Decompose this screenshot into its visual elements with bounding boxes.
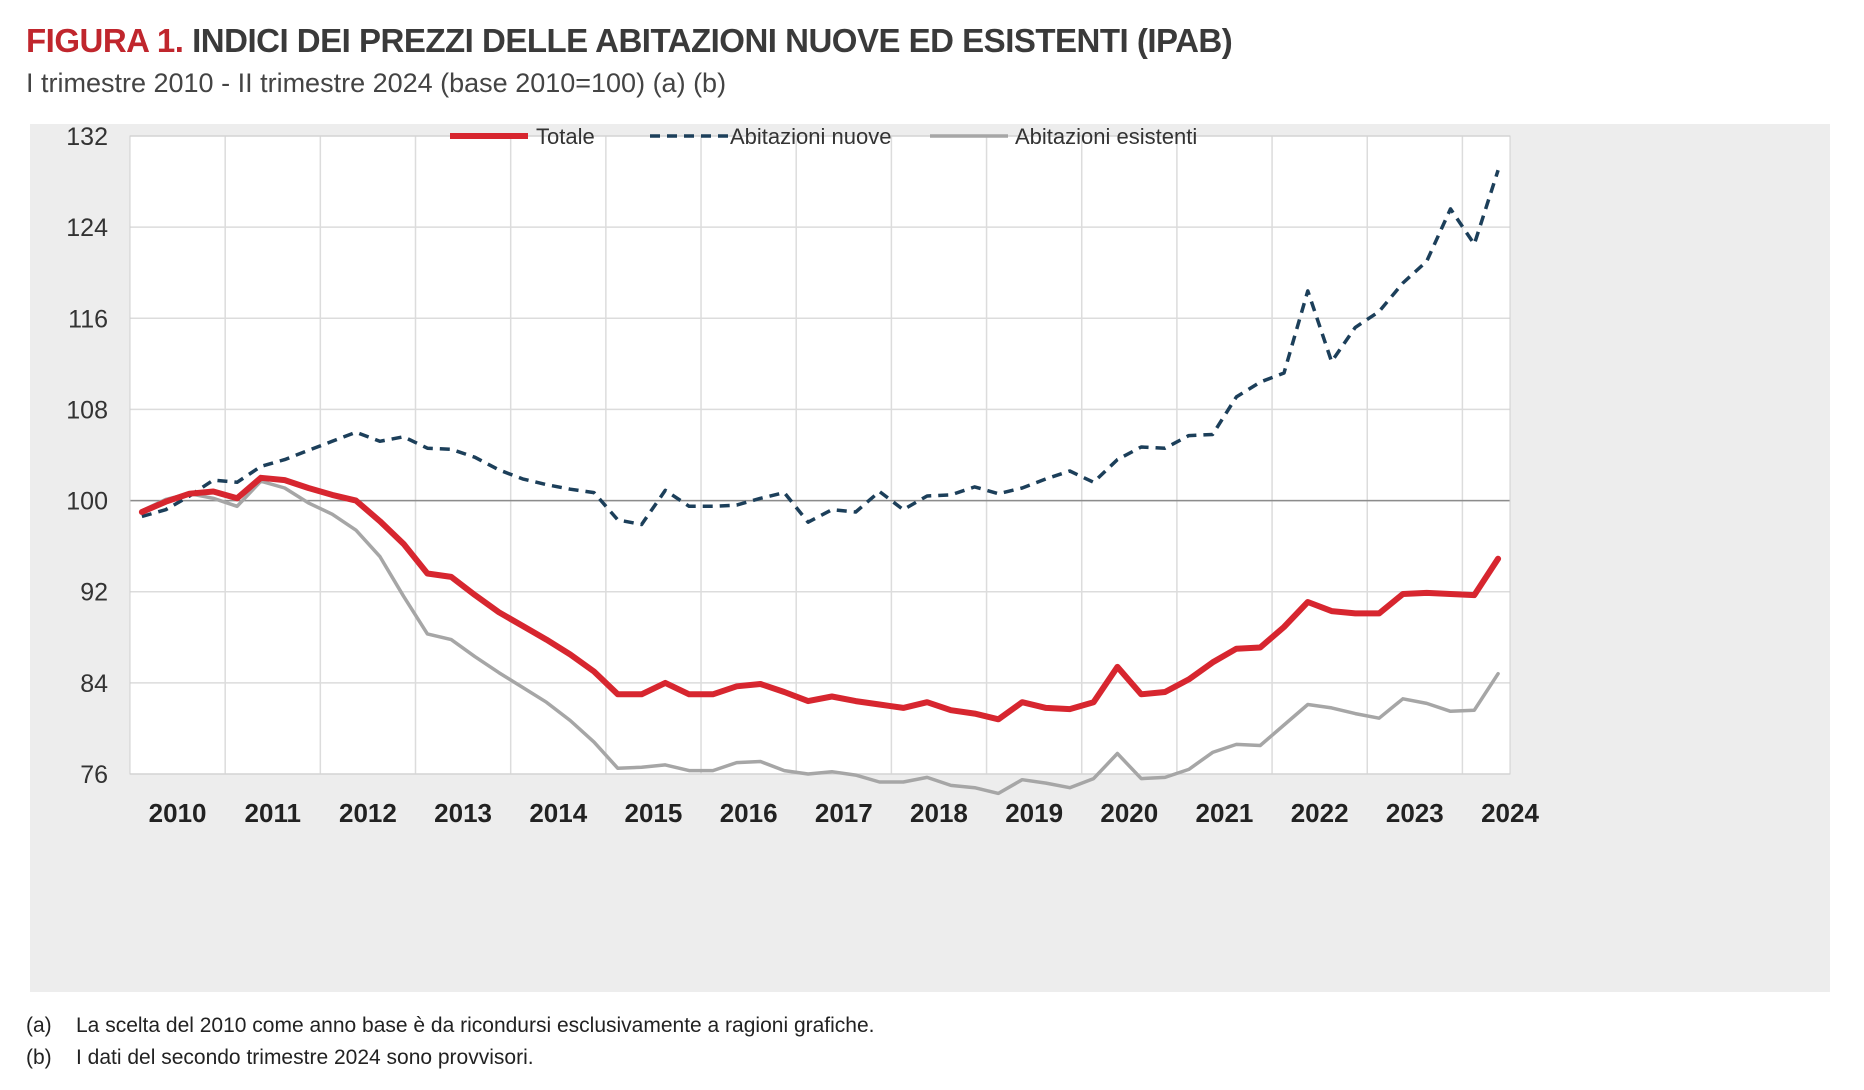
figure-label: FIGURA 1. <box>26 22 184 59</box>
legend-nuove-label: Abitazioni nuove <box>730 124 891 149</box>
x-tick-label: 2019 <box>1005 798 1063 828</box>
x-tick-label: 2017 <box>815 798 873 828</box>
line-chart: 76 84 92 100 108 116 124 132 2010 2011 2012 2013 201… <box>66 124 1539 828</box>
y-tick-label: 84 <box>80 670 108 698</box>
x-tick-label: 2014 <box>529 798 587 828</box>
footnote-b-text: I dati del secondo trimestre 2024 sono p… <box>76 1046 534 1069</box>
chart-subtitle: I trimestre 2010 - II trimestre 2024 (ba… <box>26 68 727 98</box>
x-tick-label: 2012 <box>339 798 397 828</box>
x-tick-label: 2015 <box>625 798 683 828</box>
x-tick-label: 2024 <box>1481 798 1539 828</box>
y-tick-label: 124 <box>66 214 108 242</box>
y-tick-label: 132 <box>66 124 108 151</box>
legend-esistenti-label: Abitazioni esistenti <box>1015 124 1197 149</box>
footnotes: (a) La scelta del 2010 come anno base è … <box>26 1010 874 1074</box>
footnote-a-text: La scelta del 2010 come anno base è da r… <box>76 1014 875 1037</box>
footnote-a-key: (a) <box>26 1014 52 1037</box>
y-tick-label: 76 <box>80 761 108 789</box>
footnote-b-key: (b) <box>26 1046 52 1069</box>
y-tick-label: 92 <box>80 579 108 607</box>
legend-totale-label: Totale <box>536 124 595 149</box>
x-tick-label: 2018 <box>910 798 968 828</box>
series-nuove-line <box>141 169 1500 527</box>
y-tick-label: 116 <box>68 305 108 333</box>
x-tick-label: 2010 <box>149 798 207 828</box>
footnote-b: (b) I dati del secondo trimestre 2024 so… <box>26 1042 874 1074</box>
y-tick-label: 100 <box>66 488 108 516</box>
x-tick-label: 2023 <box>1386 798 1444 828</box>
footnote-a: (a) La scelta del 2010 come anno base è … <box>26 1010 874 1042</box>
chart-title: FIGURA 1. INDICI DEI PREZZI DELLE ABITAZ… <box>26 22 1233 60</box>
y-tick-label: 108 <box>66 396 108 424</box>
x-tick-label: 2016 <box>720 798 778 828</box>
plot-area <box>130 136 1510 774</box>
x-tick-label: 2021 <box>1196 798 1254 828</box>
series-esistenti-line <box>140 479 1500 796</box>
x-tick-label: 2022 <box>1291 798 1349 828</box>
x-tick-label: 2020 <box>1100 798 1158 828</box>
x-tick-label: 2013 <box>434 798 492 828</box>
figure-title: INDICI DEI PREZZI DELLE ABITAZIONI NUOVE… <box>192 22 1233 59</box>
series-totale-line <box>138 474 1502 723</box>
plot-panel: 76 84 92 100 108 116 124 132 2010 2011 2012 2013 201… <box>30 124 1830 992</box>
x-tick-label: 2011 <box>245 798 301 828</box>
